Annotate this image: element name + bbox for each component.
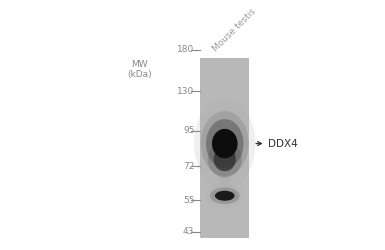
Ellipse shape — [201, 111, 249, 176]
Text: 55: 55 — [183, 196, 194, 205]
Text: 95: 95 — [183, 126, 194, 136]
Ellipse shape — [206, 119, 244, 168]
Ellipse shape — [212, 129, 238, 158]
Ellipse shape — [210, 188, 239, 204]
Text: 130: 130 — [177, 86, 194, 96]
Ellipse shape — [219, 173, 231, 185]
Ellipse shape — [214, 147, 236, 171]
Text: Mouse testis: Mouse testis — [211, 7, 258, 53]
Ellipse shape — [206, 184, 243, 208]
Ellipse shape — [208, 141, 242, 177]
Ellipse shape — [215, 191, 234, 201]
Ellipse shape — [194, 98, 256, 189]
Text: 180: 180 — [177, 45, 194, 54]
Text: MW
(kDa): MW (kDa) — [127, 60, 152, 80]
Text: 43: 43 — [183, 227, 194, 236]
Bar — [200, 58, 249, 238]
Text: 72: 72 — [183, 162, 194, 170]
Text: DDX4: DDX4 — [256, 138, 298, 148]
